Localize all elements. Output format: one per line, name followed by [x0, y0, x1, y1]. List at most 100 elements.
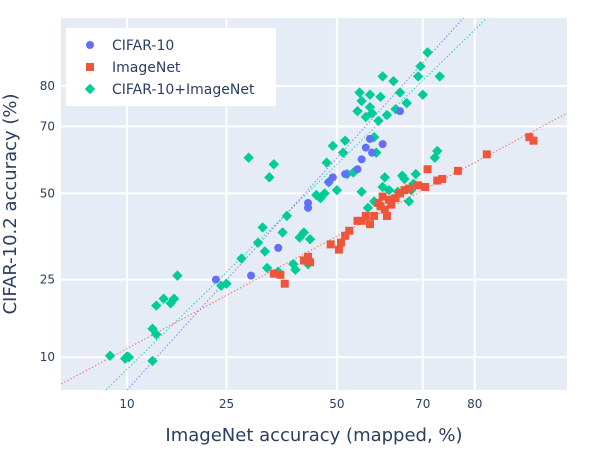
cifar-10-imagenet-point	[264, 172, 275, 183]
legend-box	[66, 28, 276, 106]
cifar-10-imagenet-point	[412, 71, 424, 82]
imagenet-point	[529, 136, 538, 145]
y-tick-label: 50	[40, 186, 55, 200]
imagenet-point	[378, 192, 387, 201]
imagenet-point	[269, 269, 278, 278]
trend-line	[105, 18, 488, 390]
y-axis-title: CIFAR-10.2 accuracy (%)	[0, 93, 21, 314]
cifar-10-imagenet-point	[366, 107, 378, 119]
cifar-10-imagenet-point	[401, 97, 412, 109]
y-tick-label: 80	[40, 79, 55, 93]
cifar-10-imagenet-point	[364, 89, 376, 100]
x-tick-label: 80	[467, 397, 482, 411]
cifar-10-point	[357, 155, 366, 164]
cifar-10-imagenet-point	[337, 147, 349, 158]
cifar-10-imagenet-point	[168, 293, 180, 304]
cifar-10-imagenet-point	[158, 293, 169, 304]
cifar-10-imagenet-point	[388, 75, 399, 87]
imagenet-point	[326, 240, 335, 249]
cifar-10-imagenet-point	[356, 186, 367, 197]
cifar-10-imagenet-point	[268, 159, 280, 170]
cifar-10-imagenet-point	[364, 101, 376, 113]
cifar-10-imagenet-point	[123, 351, 135, 363]
cifar-10-point	[328, 173, 337, 182]
imagenet-point	[341, 231, 350, 240]
imagenet-point	[421, 182, 430, 191]
cifar-10-point	[353, 165, 362, 174]
imagenet-point	[391, 194, 400, 203]
cifar-10-point	[378, 140, 387, 149]
cifar-10-imagenet-point	[403, 196, 415, 207]
cifar-10-imagenet-point	[432, 145, 443, 157]
x-tick-label: 25	[219, 397, 234, 411]
y-tick-label: 10	[40, 350, 55, 364]
legend: CIFAR-10 ImageNet CIFAR-10+ImageNet	[66, 28, 276, 106]
imagenet-point	[438, 174, 447, 183]
x-axis-title: ImageNet accuracy (mapped, %)	[165, 425, 462, 446]
cifar-10-imagenet-point	[339, 135, 351, 146]
legend-label: CIFAR-10+ImageNet	[112, 82, 255, 98]
imagenet-point	[380, 205, 389, 214]
imagenet-point	[400, 186, 409, 195]
legend-marker	[84, 83, 96, 95]
trend-line	[126, 18, 464, 390]
cifar-10-imagenet-point	[327, 140, 339, 152]
cifar-10-imagenet-point	[381, 109, 393, 121]
cifar-10-imagenet-point	[415, 61, 426, 72]
imagenet-point	[382, 211, 391, 220]
imagenet-point	[299, 256, 308, 265]
cifar-10-imagenet-point	[354, 87, 365, 98]
cifar-10-imagenet-point	[368, 196, 380, 207]
cifar-10-point	[274, 243, 283, 252]
imagenet-point	[370, 211, 379, 220]
legend-marker	[86, 63, 94, 71]
imagenet-point	[353, 216, 362, 225]
cifar-10-point	[211, 275, 220, 284]
cifar-10-imagenet-point	[243, 152, 254, 163]
cifar-10-imagenet-point	[151, 329, 162, 340]
cifar-10-imagenet-point	[172, 270, 183, 281]
imagenet-point	[276, 270, 285, 279]
cifar-10-point	[341, 170, 350, 179]
imagenet-point	[482, 150, 491, 159]
cifar-10-imagenet-point	[377, 181, 388, 193]
y-tick-label: 25	[40, 273, 55, 287]
imagenet-point	[306, 258, 315, 267]
y-tick-label: 70	[40, 119, 55, 133]
cifar-10-imagenet-point	[277, 227, 288, 238]
imagenet-point	[337, 238, 346, 247]
trend-line	[61, 112, 567, 385]
cifar-10-imagenet-point	[356, 95, 367, 107]
legend-label: CIFAR-10	[112, 38, 174, 54]
imagenet-point	[280, 279, 289, 288]
plot-area	[61, 18, 567, 390]
cifar-10-imagenet-point	[375, 91, 386, 103]
imagenet-point	[365, 220, 374, 229]
imagenet-point	[334, 245, 343, 254]
cifar-10-imagenet-point	[311, 189, 322, 201]
cifar-10-imagenet-point	[257, 222, 268, 233]
cifar-10-imagenet-point	[410, 168, 421, 180]
imagenet-point	[376, 202, 385, 211]
imagenet-point	[525, 133, 534, 142]
cifar-10-point	[368, 148, 377, 157]
legend-marker	[86, 41, 94, 49]
cifar-10-imagenet-point	[252, 237, 264, 248]
cifar-10-imagenet-point	[221, 278, 232, 289]
imagenet-point	[433, 176, 442, 185]
imagenet-point	[423, 165, 432, 174]
cifar-10-imagenet-point	[368, 131, 380, 143]
imagenet-point	[453, 166, 462, 175]
imagenet-point	[387, 200, 396, 209]
cifar-10-imagenet-point	[290, 264, 301, 275]
x-tick-labels: 10 25 50 70 80	[119, 397, 482, 411]
cifar-10-point	[247, 271, 256, 280]
x-tick-label: 50	[329, 397, 344, 411]
y-tick-labels: 10 25 50 70 80	[40, 79, 55, 364]
cifar-10-imagenet-point	[321, 157, 332, 168]
legend-label: ImageNet	[112, 60, 181, 76]
cifar-10-imagenet-point	[236, 253, 247, 264]
cifar-10-imagenet-point	[394, 87, 406, 98]
cifar-10-imagenet-point	[331, 184, 343, 196]
